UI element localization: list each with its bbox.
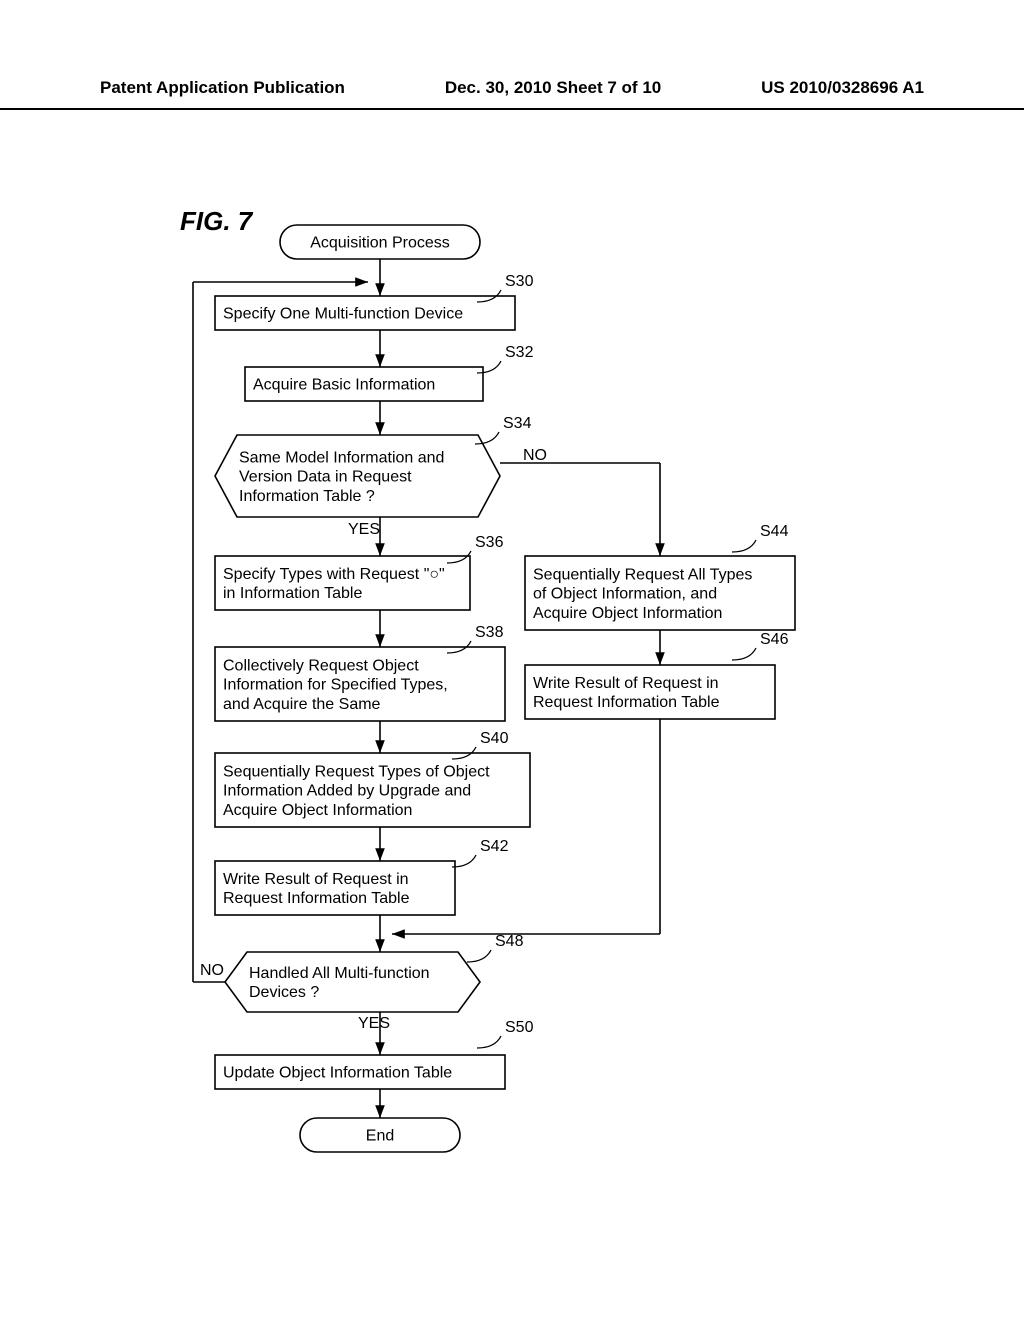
terminal-label: Acquisition Process (310, 235, 450, 252)
edge-label: YES (358, 1015, 390, 1032)
edge-label: YES (348, 521, 380, 538)
step-label: S40 (480, 730, 509, 747)
flowchart-canvas: Acquisition Process End Specify One Multi-… (0, 0, 1024, 1320)
step-callout (732, 540, 756, 552)
step-callout (732, 648, 756, 660)
step-label: S42 (480, 838, 509, 855)
step-label: S50 (505, 1019, 534, 1036)
terminal-label: End (366, 1128, 394, 1145)
step-label: S30 (505, 273, 534, 290)
step-label: S38 (475, 624, 504, 641)
step-label: S48 (495, 933, 524, 950)
process-label: Specify One Multi-function Device (223, 306, 463, 323)
edge-label: NO (200, 962, 224, 979)
step-callout (477, 1036, 501, 1048)
step-label: S44 (760, 523, 789, 540)
step-label: S46 (760, 631, 789, 648)
step-label: S32 (505, 344, 534, 361)
decision-d48 (225, 952, 480, 1012)
process-label: Update Object Information Table (223, 1065, 452, 1082)
step-label: S34 (503, 415, 532, 432)
step-callout (467, 950, 491, 962)
step-label: S36 (475, 534, 504, 551)
page: Patent Application Publication Dec. 30, … (0, 0, 1024, 1320)
process-label: Acquire Basic Information (253, 377, 435, 394)
edge-label: NO (523, 447, 547, 464)
